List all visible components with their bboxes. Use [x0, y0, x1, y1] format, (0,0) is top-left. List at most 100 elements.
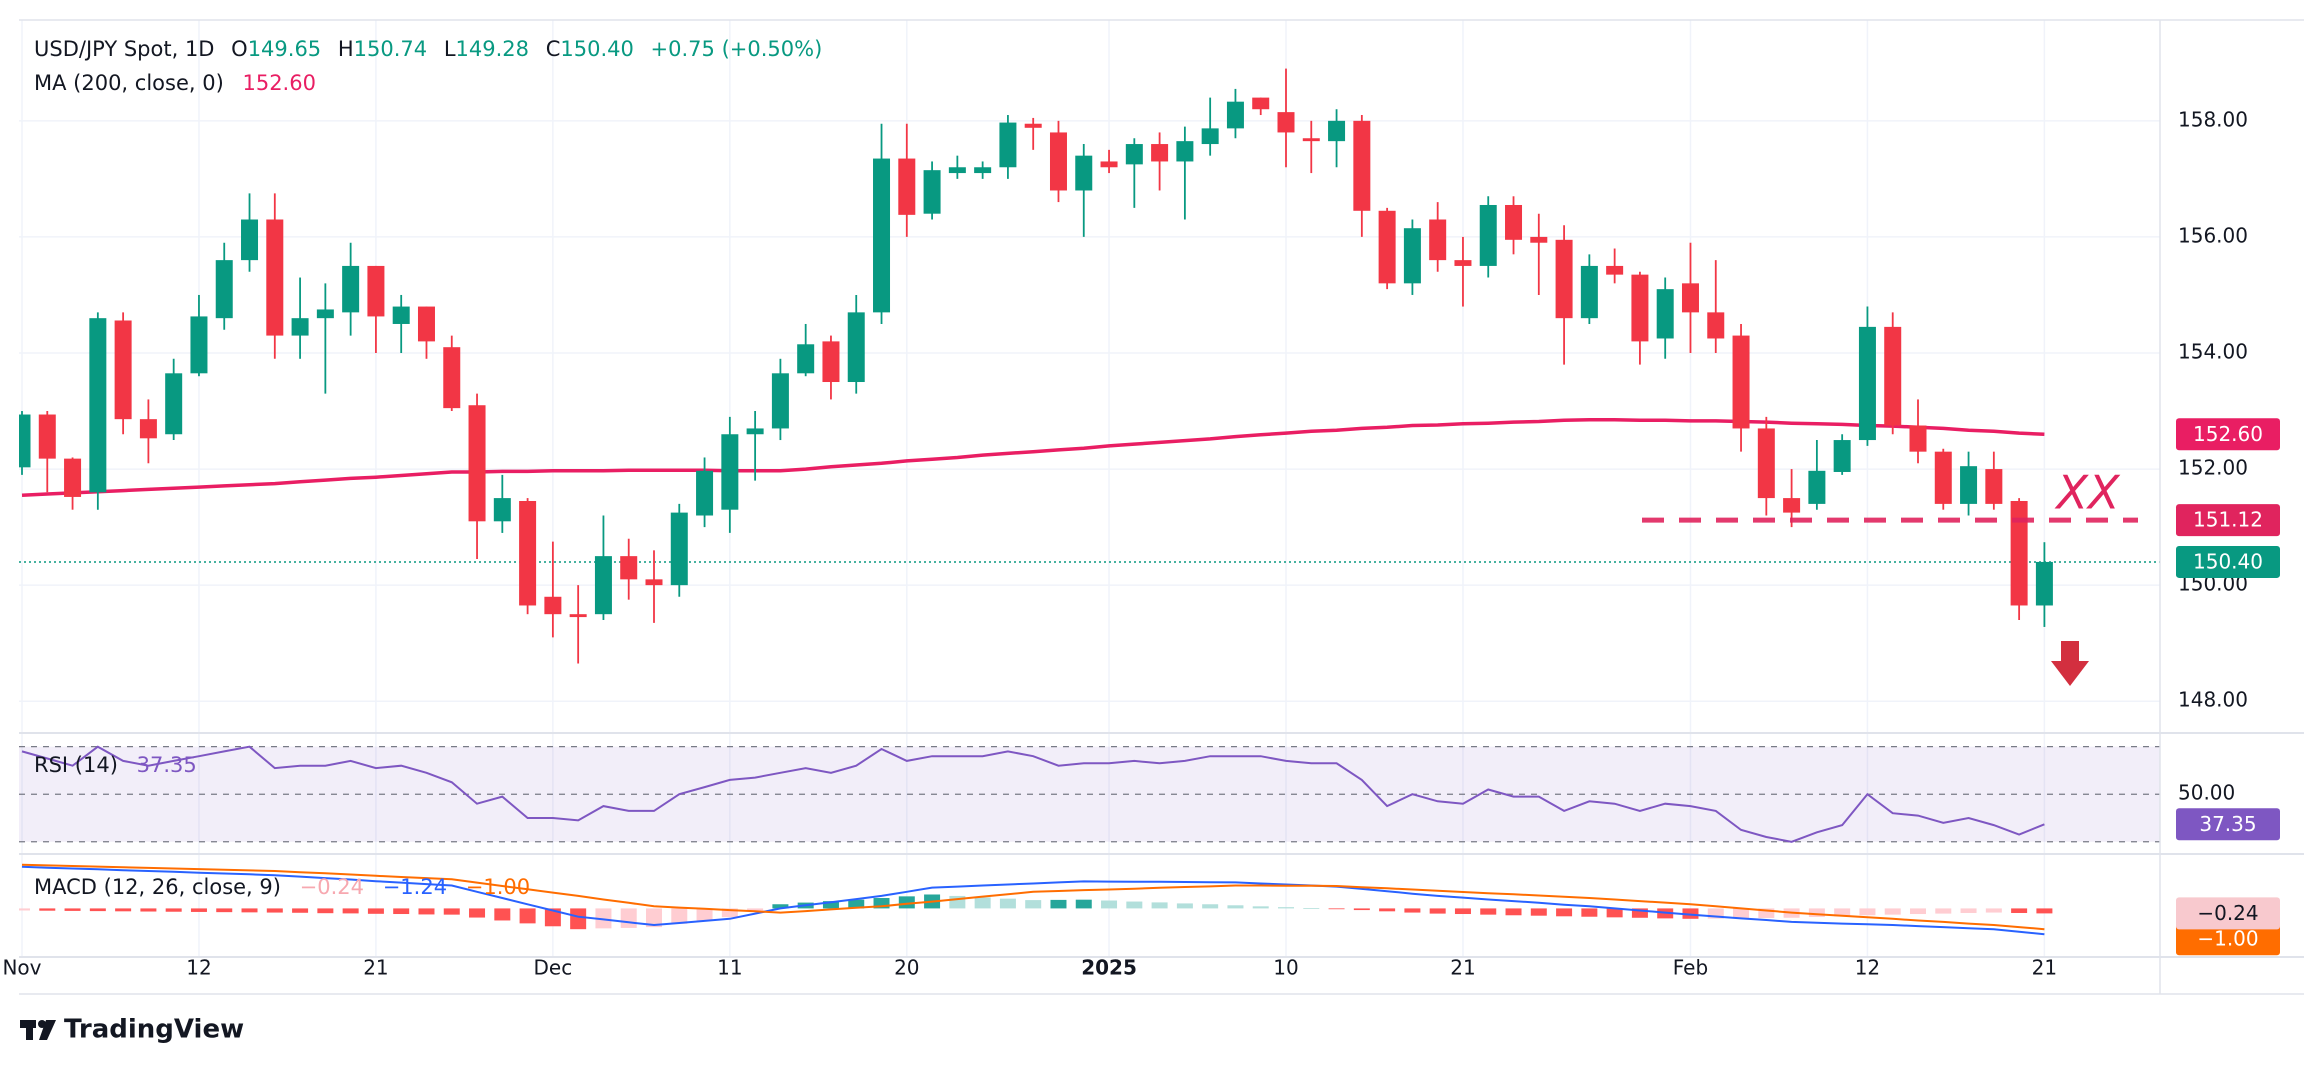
histogram-bar: [115, 908, 132, 912]
histogram-bar: [494, 908, 511, 921]
ma-value: 152.60: [242, 71, 315, 95]
candle-body: [1884, 326, 1902, 426]
x-tick-label: 11: [717, 956, 742, 980]
candle-body: [999, 122, 1017, 168]
histogram-bar: [646, 908, 662, 928]
histogram-bar: [671, 908, 688, 924]
mark-layer: [19, 68, 2160, 936]
histogram-bar: [1910, 908, 1926, 915]
candle-body: [948, 167, 966, 174]
candle-body: [1075, 155, 1093, 191]
candle-body: [923, 170, 941, 214]
macd-value: −1.24: [383, 875, 447, 899]
candle-body: [1985, 469, 2003, 504]
candle-body: [746, 428, 764, 435]
ohlc-value: 150.40: [560, 37, 633, 61]
histogram-bar: [1379, 908, 1396, 912]
histogram-bar: [1606, 908, 1623, 918]
candle-body: [1681, 283, 1699, 313]
candle-body: [1049, 132, 1067, 191]
ma-header: MA (200, close, 0) 152.60: [34, 71, 316, 95]
candle-body: [1252, 97, 1270, 110]
candle-body: [342, 265, 360, 313]
histogram-bar: [317, 908, 334, 914]
candle-body: [645, 579, 663, 586]
histogram-bar: [1631, 908, 1648, 918]
histogram-bar: [1935, 908, 1952, 914]
histogram-bar: [39, 908, 56, 911]
ohlc-key: C: [546, 37, 561, 61]
candle-body: [64, 458, 82, 497]
signal-badge: [2176, 923, 2280, 956]
candle-body: [417, 306, 435, 342]
histogram-bar: [1101, 900, 1118, 909]
histogram-bar: [292, 908, 309, 913]
histogram-bar: [1985, 908, 2002, 913]
histogram-bar: [342, 908, 359, 914]
candle-body: [1707, 312, 1725, 339]
ohlc-value: 149.28: [456, 37, 529, 61]
macd-header: MACD (12, 26, close, 9) −0.24 −1.24 −1.0…: [34, 875, 530, 899]
ohlc-value: 149.65: [248, 37, 321, 61]
candle-body: [670, 512, 688, 586]
rsi-name: RSI (14): [34, 753, 118, 777]
candle-body: [1808, 470, 1826, 504]
x-tick-label: 12: [186, 956, 211, 980]
arrow-head: [2051, 661, 2089, 686]
candle-body: [771, 373, 789, 429]
histogram-bar: [1303, 908, 1320, 910]
candle-body: [291, 318, 309, 336]
x-tick-label: Nov: [2, 956, 41, 980]
logo-shape: [26, 1020, 33, 1040]
histogram-bar: [393, 908, 410, 915]
histogram-bar: [974, 897, 991, 909]
candle-body: [1833, 440, 1851, 472]
candle-body: [38, 414, 56, 459]
candle-body: [1454, 260, 1472, 266]
histogram-bar: [1960, 908, 1977, 913]
histogram-bar: [1126, 901, 1143, 909]
annotation-text: XX: [2054, 466, 2121, 520]
histogram-bar: [747, 908, 764, 911]
histogram-bar: [266, 908, 283, 913]
candle-body: [190, 316, 208, 374]
histogram-bar: [241, 908, 258, 913]
ma-name: MA (200, close, 0): [34, 71, 224, 95]
candle-body: [1606, 265, 1624, 275]
candle-body: [266, 219, 284, 336]
histogram-bar: [999, 898, 1016, 909]
candle-body: [1277, 112, 1295, 133]
x-tick-label: Dec: [534, 956, 573, 980]
signal-line: [21, 863, 2045, 931]
rsi-badge: [2176, 808, 2280, 841]
histogram-bar: [1884, 908, 1901, 915]
x-tick-label: 20: [894, 956, 919, 980]
x-tick-label: 12: [1855, 956, 1880, 980]
histogram-bar: [140, 908, 157, 912]
histogram-bar: [1808, 908, 1825, 917]
histogram-bar: [1404, 908, 1421, 913]
candle-body: [1732, 335, 1750, 429]
candle-body: [1024, 123, 1042, 128]
histogram-bar: [1202, 904, 1219, 909]
histogram-bar: [1758, 908, 1775, 918]
candle-body: [1656, 289, 1674, 339]
candle-body: [1530, 236, 1548, 243]
histogram-bar: [544, 908, 561, 927]
candle-body: [19, 414, 31, 468]
histogram-bar: [216, 908, 233, 913]
histogram-bar: [1480, 908, 1497, 915]
histogram-bar: [443, 908, 460, 915]
histogram-bar: [1227, 905, 1244, 909]
histogram-bar: [1556, 908, 1573, 917]
candle-body: [1378, 210, 1396, 284]
histogram-bar: [1733, 908, 1750, 919]
level-badge: [2176, 504, 2280, 537]
candle-body: [1151, 144, 1169, 162]
x-tick-label: 21: [363, 956, 388, 980]
candle-body: [1631, 274, 1649, 342]
rsi-value: 37.35: [137, 753, 197, 777]
candle-body: [1201, 128, 1219, 145]
x-tick-label: 10: [1273, 956, 1298, 980]
